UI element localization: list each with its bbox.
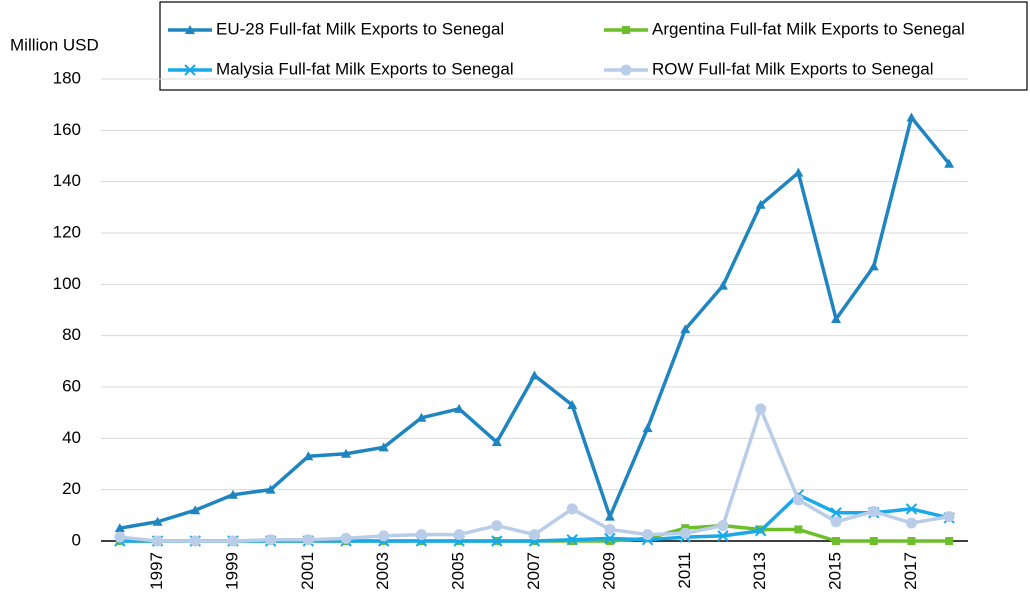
data-point: [755, 199, 766, 209]
data-point: [378, 530, 390, 542]
data-point: [679, 527, 691, 539]
data-point: [642, 529, 654, 541]
data-point: [754, 525, 767, 537]
y-tick-label: 160: [53, 120, 81, 139]
data-point: [604, 523, 616, 535]
data-point: [905, 517, 917, 529]
data-point: [793, 167, 804, 177]
x-tick-label: 1997: [147, 552, 166, 590]
legend-box: [159, 1, 1028, 91]
y-unit-label: Million USD: [10, 35, 99, 54]
data-point: [454, 403, 465, 413]
data-point: [945, 537, 954, 545]
data-point: [792, 494, 804, 506]
data-point: [415, 529, 427, 541]
data-point: [605, 537, 614, 545]
x-tick-label: 2001: [298, 552, 317, 590]
data-point: [831, 313, 842, 323]
legend-label: Malysia Full-fat Milk Exports to Senegal: [216, 59, 514, 78]
data-point: [604, 511, 615, 521]
series-line: [119, 407, 950, 543]
data-point: [943, 511, 955, 523]
data-point: [340, 532, 352, 544]
data-point: [265, 484, 276, 494]
x-tick-label: 2005: [449, 552, 468, 590]
data-point: [717, 280, 728, 290]
data-point: [869, 537, 878, 545]
data-point: [491, 535, 503, 547]
data-point: [416, 412, 427, 422]
data-point: [189, 535, 201, 547]
y-tick-label: 80: [62, 325, 81, 344]
y-tick-label: 100: [53, 274, 81, 293]
legend-marker: [620, 64, 632, 76]
data-point: [868, 505, 880, 517]
data-point: [114, 531, 126, 543]
data-point: [566, 534, 578, 546]
data-point: [302, 534, 314, 546]
data-point: [453, 529, 465, 541]
data-point: [830, 516, 842, 528]
data-point: [265, 534, 277, 546]
x-tick-label: 2003: [373, 552, 392, 590]
data-point: [491, 437, 502, 447]
legend-label: EU-28 Full-fat Milk Exports to Senegal: [216, 19, 504, 38]
x-tick-label: 2007: [524, 552, 543, 590]
series-line: [119, 115, 951, 530]
y-tick-label: 180: [53, 68, 81, 87]
data-point: [755, 403, 767, 415]
data-point: [830, 507, 842, 519]
y-tick-label: 60: [62, 376, 81, 395]
legend-marker: [184, 64, 196, 76]
data-point: [604, 532, 616, 545]
data-point: [190, 505, 201, 515]
y-tick-label: 0: [72, 530, 81, 549]
data-point: [227, 489, 238, 499]
data-point: [303, 451, 314, 461]
data-point: [906, 112, 917, 122]
data-point: [378, 442, 389, 452]
y-tick-label: 120: [53, 222, 81, 241]
data-point: [152, 516, 163, 526]
data-point: [907, 537, 916, 545]
data-point: [680, 324, 691, 334]
x-tick-label: 2015: [826, 552, 845, 590]
data-point: [567, 399, 578, 409]
data-point: [529, 370, 540, 380]
data-point: [717, 520, 729, 532]
data-point: [794, 525, 803, 534]
data-point: [227, 535, 239, 547]
data-point: [566, 503, 578, 515]
x-tick-label: 2013: [750, 552, 769, 590]
data-point: [832, 537, 841, 545]
data-point: [152, 535, 164, 547]
legend-label: Argentina Full-fat Milk Exports to Seneg…: [652, 19, 965, 38]
x-tick-label: 2011: [675, 552, 694, 589]
data-point: [114, 523, 125, 533]
legend-label: ROW Full-fat Milk Exports to Senegal: [652, 59, 934, 78]
legend-marker: [622, 26, 630, 34]
data-point: [642, 423, 653, 433]
y-tick-label: 140: [53, 171, 81, 190]
data-point: [717, 530, 729, 542]
x-tick-label: 2017: [901, 552, 920, 590]
data-point: [491, 520, 503, 532]
x-tick-label: 1999: [222, 552, 241, 590]
x-tick-label: 2009: [599, 552, 618, 590]
y-tick-label: 40: [62, 428, 81, 447]
data-point: [341, 448, 352, 458]
data-point: [529, 529, 540, 541]
y-tick-label: 20: [62, 479, 81, 498]
data-point: [944, 158, 955, 168]
data-point: [868, 261, 879, 271]
legend-marker: [185, 25, 195, 34]
data-point: [905, 503, 918, 515]
